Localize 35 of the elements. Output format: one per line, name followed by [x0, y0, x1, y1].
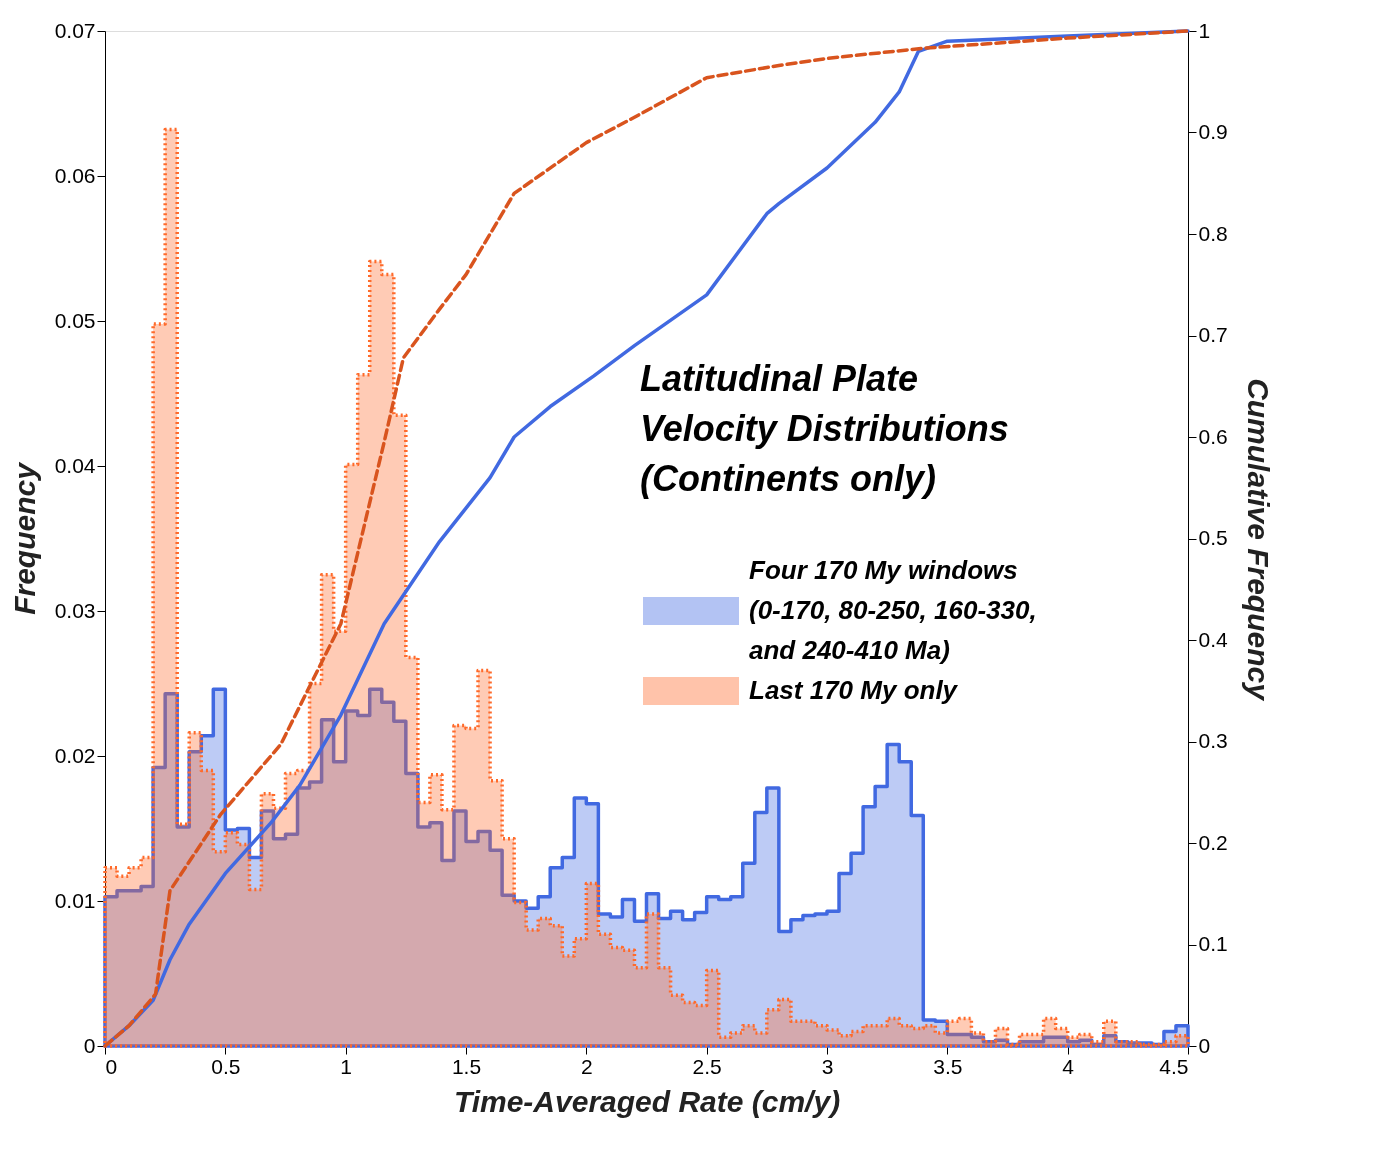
y-tick-label: 0.01	[54, 888, 96, 912]
y2-tick-label: 0	[1198, 1033, 1211, 1057]
x-axis-title: Time-Averaged Rate (cm/y)	[453, 1084, 841, 1118]
y2-axis-title: Cumulative Frequency	[1241, 378, 1275, 702]
x-tick-label: 3.5	[933, 1054, 963, 1078]
x-tick-label: 4.5	[1159, 1054, 1189, 1078]
x-tick-label: 1	[340, 1054, 353, 1078]
text: Latitudinal Plate Velocity Distributions (Continents only)	[640, 358, 1009, 499]
legend-label: Four 170 My windows (0-170, 80-250, 160-330, and 240-410 Ma)	[749, 555, 1037, 665]
y2-tick-label: 0.4	[1198, 627, 1229, 651]
y-tick-label: 0.03	[54, 598, 96, 622]
y-tick-label: 0	[83, 1033, 96, 1057]
x-tick-label: 3	[821, 1054, 834, 1078]
x-tick-label: 0	[105, 1054, 118, 1078]
x-tick-label: 0.5	[211, 1054, 241, 1078]
legend-label: Last 170 My only	[749, 675, 959, 705]
y2-tick-label: 0.2	[1198, 830, 1228, 854]
y2-tick-label: 0.5	[1198, 526, 1228, 549]
y2-tick-label: 0.7	[1198, 323, 1228, 346]
y-tick-label: 0.06	[54, 163, 96, 187]
y-axis-title: Frequency	[7, 461, 41, 615]
y-tick-label: 0.02	[54, 743, 96, 767]
y-tick-label: 0.05	[54, 308, 96, 332]
y-tick-label: 0.04	[54, 453, 96, 477]
y2-tick-label: 0.9	[1198, 120, 1228, 143]
y2-tick-label: 1	[1198, 18, 1211, 42]
y-tick-label: 0.07	[54, 18, 96, 42]
x-tick-label: 2	[580, 1054, 593, 1078]
y2-tick-label: 0.3	[1198, 729, 1228, 752]
x-tick-label: 1.5	[451, 1054, 482, 1078]
y2-tick-label: 0.8	[1198, 221, 1228, 245]
x-tick-label: 4	[1062, 1054, 1075, 1078]
y2-tick-label: 0.6	[1198, 424, 1228, 448]
y2-tick-label: 0.1	[1198, 932, 1228, 955]
x-tick-label: 2.5	[692, 1054, 722, 1078]
